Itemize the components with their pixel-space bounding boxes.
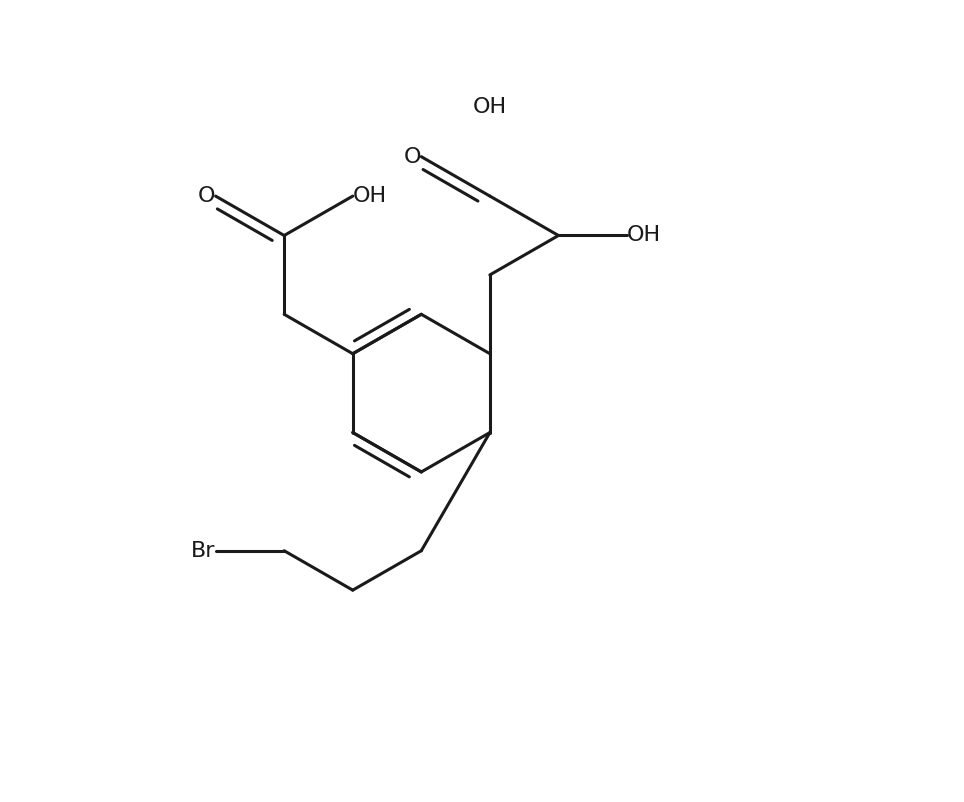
Text: OH: OH — [627, 225, 661, 245]
Text: OH: OH — [353, 186, 387, 206]
Text: OH: OH — [472, 97, 507, 117]
Text: Br: Br — [191, 541, 216, 561]
Text: O: O — [404, 147, 421, 167]
Text: O: O — [199, 186, 216, 206]
